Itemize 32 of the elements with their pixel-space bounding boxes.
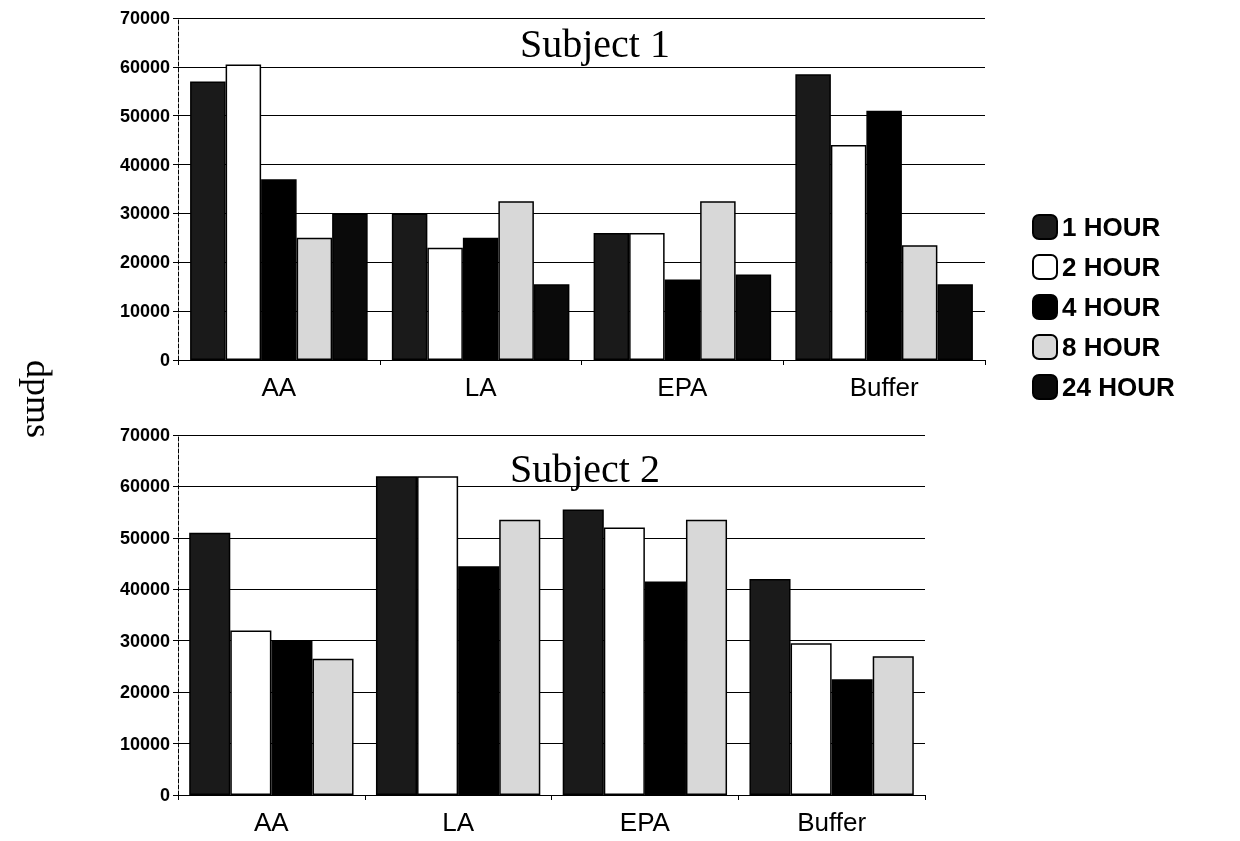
y-tick-label: 30000 [119, 630, 170, 651]
x-tick-label: AA [254, 807, 290, 837]
y-tick-label: 40000 [119, 154, 170, 175]
y-tick-label: 60000 [119, 56, 170, 77]
legend-label: 8 HOUR [1062, 332, 1161, 362]
y-axis-title: dpms [18, 360, 60, 439]
y-tick-label: 40000 [119, 579, 170, 600]
y-tick-label: 70000 [119, 8, 170, 28]
x-tick-label: EPA [619, 807, 671, 837]
legend-label: 1 HOUR [1062, 212, 1161, 242]
y-tick-label: 10000 [119, 733, 170, 754]
y-tick-label: 10000 [119, 301, 170, 322]
x-tick-label: LA [464, 372, 498, 402]
y-tick-label: 20000 [119, 682, 170, 703]
y-tick-label: 70000 [119, 425, 170, 445]
chart-title: Subject 2 [510, 445, 660, 491]
y-tick-label: 20000 [119, 252, 170, 273]
chart-title: Subject 1 [520, 20, 670, 66]
y-tick-label: 0 [159, 785, 170, 805]
x-tick-label: LA [442, 807, 475, 837]
y-tick-label: 50000 [119, 105, 170, 126]
y-tick-label: 50000 [119, 527, 170, 548]
x-tick-label: Buffer [849, 372, 919, 402]
legend-label: 24 HOUR [1062, 372, 1175, 402]
y-tick-label: 0 [159, 350, 170, 370]
legend-label: 4 HOUR [1062, 292, 1161, 322]
x-tick-label: Buffer [797, 807, 867, 837]
y-tick-label: 60000 [119, 476, 170, 497]
y-tick-label: 30000 [119, 203, 170, 224]
x-tick-label: EPA [657, 372, 709, 402]
legend-label: 2 HOUR [1062, 252, 1161, 282]
x-tick-label: AA [261, 372, 297, 402]
